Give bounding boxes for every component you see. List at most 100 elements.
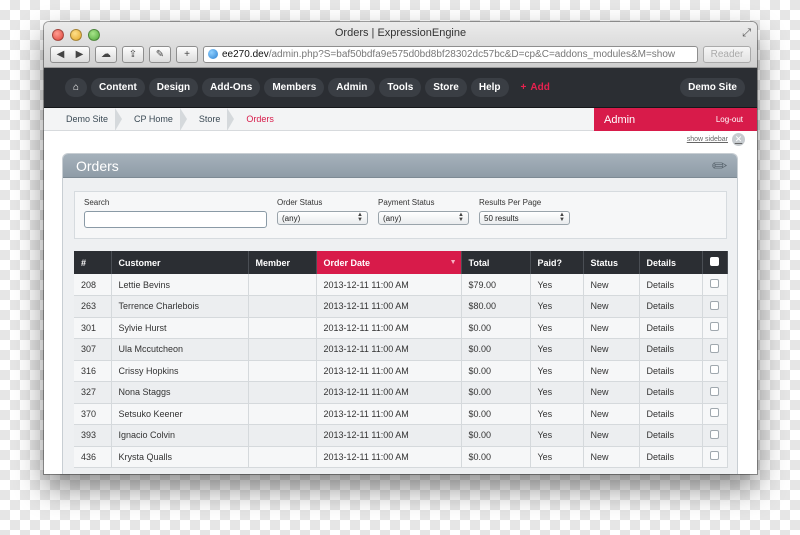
breadcrumb-cp-home[interactable]: CP Home	[120, 108, 187, 131]
customer-cell: Terrence Charlebois	[111, 295, 249, 318]
order-id-cell: 327	[74, 381, 112, 404]
member-cell	[248, 274, 317, 296]
column-header-status[interactable]: Status	[583, 251, 640, 274]
forward-button[interactable]: ▶	[75, 48, 84, 60]
back-forward-buttons: ◀ ▶	[50, 45, 90, 63]
total-cell: $0.00	[461, 338, 531, 361]
status-cell: New	[583, 360, 640, 382]
row-select-cell	[702, 274, 728, 296]
details-link[interactable]: Details	[639, 274, 703, 296]
row-checkbox[interactable]	[709, 322, 719, 332]
demo-site-button[interactable]: Demo Site	[680, 78, 745, 97]
status-cell: New	[583, 295, 640, 318]
browser-window: Orders | ExpressionEngine ⤢ ◀ ▶ ☁ ⇪ ✎ + …	[44, 22, 757, 474]
row-checkbox[interactable]	[709, 429, 719, 439]
nav-item-help[interactable]: Help	[470, 78, 509, 97]
nav-item-admin[interactable]: Admin	[328, 78, 376, 97]
customer-cell: Sylvie Hurst	[111, 317, 249, 339]
back-button[interactable]: ◀	[56, 48, 65, 60]
breadcrumb-demo-site[interactable]: Demo Site	[44, 108, 123, 131]
column-header-member[interactable]: Member	[248, 251, 317, 274]
column-header-id[interactable]: #	[74, 251, 112, 274]
table-row: 393 Ignacio Colvin 2013-12-11 11:00 AM $0.0…	[74, 424, 728, 447]
zoom-window-button[interactable]	[88, 29, 100, 41]
status-cell: New	[583, 274, 640, 296]
order-id-cell: 370	[74, 403, 112, 425]
account-bar: Admin Log-out	[594, 108, 757, 131]
results-per-page-select[interactable]: 50 results ▲ ▼	[479, 211, 570, 225]
select-all-checkbox[interactable]	[709, 257, 719, 266]
nav-item-addons[interactable]: Add-Ons	[202, 78, 261, 97]
row-checkbox[interactable]	[709, 408, 719, 418]
reader-button[interactable]: Reader	[703, 45, 751, 63]
details-link[interactable]: Details	[639, 295, 703, 318]
select-arrows-icon: ▲ ▼	[559, 212, 565, 223]
globe-icon	[208, 49, 218, 59]
details-link[interactable]: Details	[639, 317, 703, 339]
paid-cell: Yes	[530, 295, 584, 318]
window-titlebar: Orders | ExpressionEngine ⤢ ◀ ▶ ☁ ⇪ ✎ + …	[44, 22, 757, 68]
details-link[interactable]: Details	[639, 338, 703, 361]
breadcrumb-current: Orders	[246, 114, 274, 124]
details-link[interactable]: Details	[639, 381, 703, 404]
details-link[interactable]: Details	[639, 403, 703, 425]
total-cell: $0.00	[461, 381, 531, 404]
status-cell: New	[583, 381, 640, 404]
table-row: 370 Setsuko Keener 2013-12-11 11:00 AM $0.0…	[74, 403, 728, 425]
details-link[interactable]: Details	[639, 424, 703, 447]
fullscreen-icon[interactable]: ⤢	[742, 27, 751, 39]
results-per-page-group: Results Per Page 50 results ▲ ▼	[479, 198, 570, 225]
column-header-select-all	[702, 251, 728, 274]
status-cell: New	[583, 317, 640, 339]
member-cell	[248, 381, 317, 404]
customer-cell: Setsuko Keener	[111, 403, 249, 425]
new-tab-button[interactable]: +	[176, 45, 198, 63]
column-header-paid[interactable]: Paid?	[530, 251, 584, 274]
column-header-details[interactable]: Details	[639, 251, 703, 274]
admin-account-link[interactable]: Admin	[604, 113, 636, 126]
member-cell	[248, 317, 317, 339]
payment-status-select[interactable]: (any) ▲ ▼	[378, 211, 469, 225]
customer-cell: Nona Staggs	[111, 381, 249, 404]
nav-add-button[interactable]: + Add	[513, 78, 558, 97]
member-cell	[248, 295, 317, 318]
show-sidebar-link[interactable]: show sidebar ✕	[687, 133, 745, 146]
column-header-customer[interactable]: Customer	[111, 251, 249, 274]
logout-link[interactable]: Log-out	[715, 115, 743, 124]
row-checkbox[interactable]	[709, 365, 719, 375]
row-checkbox[interactable]	[709, 451, 719, 461]
total-cell: $79.00	[461, 274, 531, 296]
order-status-select[interactable]: (any) ▲ ▼	[277, 211, 368, 225]
order-id-cell: 316	[74, 360, 112, 382]
address-bar[interactable]: ee270.dev/admin.php?S=baf50bdfa9e575d0bd…	[203, 45, 698, 63]
nav-item-tools[interactable]: Tools	[379, 78, 422, 97]
nav-item-design[interactable]: Design	[148, 78, 199, 97]
row-checkbox[interactable]	[709, 343, 719, 353]
share-button[interactable]: ⇪	[122, 45, 144, 63]
search-input[interactable]	[84, 211, 267, 228]
breadcrumb-store[interactable]: Store	[185, 108, 234, 131]
nav-item-store[interactable]: Store	[425, 78, 467, 97]
pencil-icon: ✎	[707, 153, 733, 179]
sidebar-toggle-icon[interactable]: ✕	[732, 133, 745, 146]
details-link[interactable]: Details	[639, 360, 703, 382]
close-window-button[interactable]	[52, 29, 64, 41]
nav-item-members[interactable]: Members	[264, 78, 325, 97]
column-header-total[interactable]: Total	[461, 251, 531, 274]
plus-icon: +	[520, 82, 527, 93]
row-checkbox[interactable]	[709, 386, 719, 396]
row-select-cell	[702, 424, 728, 447]
nav-item-content[interactable]: Content	[91, 78, 145, 97]
paid-cell: Yes	[530, 381, 584, 404]
row-checkbox[interactable]	[709, 300, 719, 310]
tools-wrench-icon[interactable]: ✎	[149, 45, 171, 63]
order-date-cell: 2013-12-11 11:00 AM	[316, 446, 462, 468]
minimize-window-button[interactable]	[70, 29, 82, 41]
column-header-order-date[interactable]: Order Date ▼	[316, 251, 462, 274]
icloud-tabs-button[interactable]: ☁	[95, 45, 117, 63]
home-icon[interactable]: ⌂	[65, 78, 87, 97]
member-cell	[248, 424, 317, 447]
customer-cell: Crissy Hopkins	[111, 360, 249, 382]
details-link[interactable]: Details	[639, 446, 703, 468]
row-checkbox[interactable]	[709, 279, 719, 288]
